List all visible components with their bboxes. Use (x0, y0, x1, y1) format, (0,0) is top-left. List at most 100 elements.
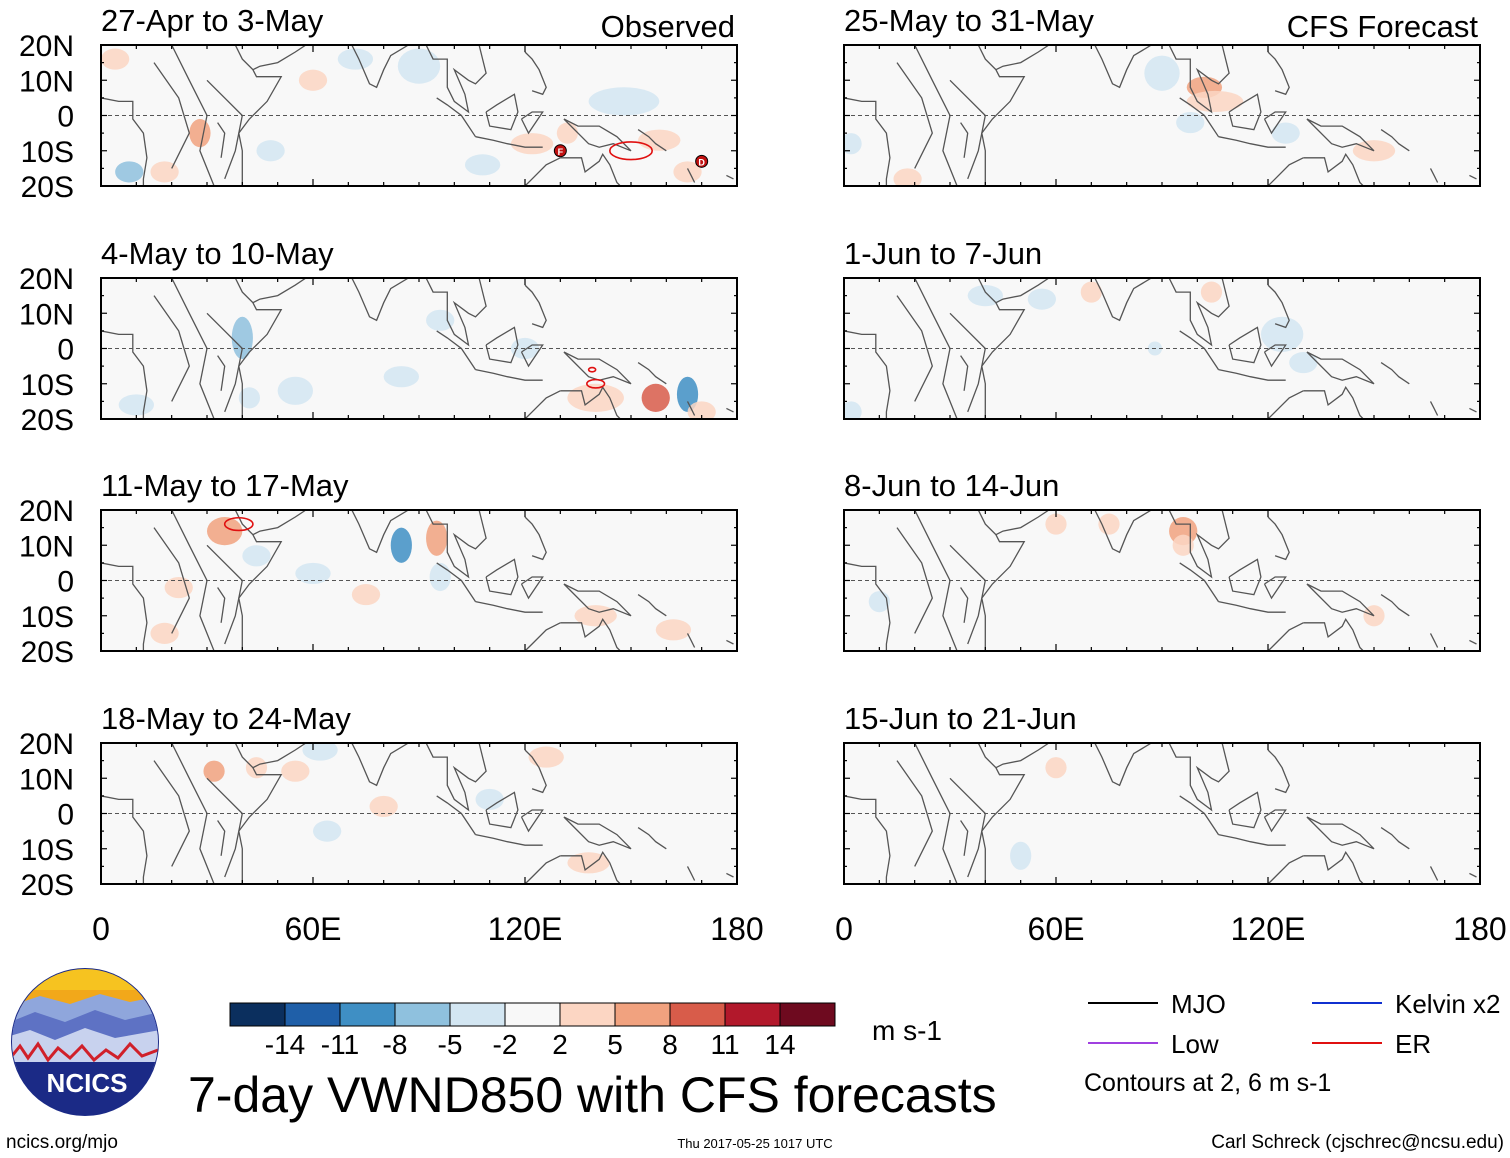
coastline (1306, 816, 1375, 850)
coastline (1162, 510, 1230, 579)
anomaly-shading (510, 133, 554, 155)
coastline (153, 527, 190, 634)
y-tick-label: 10S (21, 834, 74, 867)
coastline (560, 618, 621, 651)
coastline (1429, 401, 1439, 416)
coastline (1179, 97, 1220, 138)
colorbar-swatch (394, 1002, 451, 1027)
coastline (1179, 330, 1220, 370)
coastline (1228, 326, 1262, 364)
colorbar-swatch (449, 1002, 506, 1027)
coastline (686, 401, 696, 416)
figure-title: 7-day VWND850 with CFS forecasts (188, 1067, 997, 1123)
coastline (1267, 516, 1290, 561)
coastline (726, 872, 734, 878)
coastline (217, 820, 226, 856)
coastline (1429, 866, 1439, 881)
anomaly-shading (1186, 90, 1244, 112)
coastline (101, 97, 148, 186)
er-contour (586, 378, 606, 389)
anomaly-shading (313, 820, 342, 842)
coastline (1080, 510, 1152, 554)
coastline (1380, 129, 1410, 152)
coastline (217, 587, 226, 623)
anomaly-shading (351, 584, 381, 606)
colorbar-label: -2 (493, 1029, 518, 1060)
coastline (896, 295, 933, 402)
anomaly-shading (1260, 316, 1304, 353)
coastline (475, 833, 543, 846)
colorbar-label: 8 (662, 1029, 678, 1060)
coastline (337, 743, 409, 787)
anomaly-shading (1271, 122, 1300, 144)
panel-6: 1-Jun to 7-Jun (843, 236, 1481, 420)
anomaly-shading (567, 852, 610, 874)
coastline (475, 368, 543, 381)
y-tick-label: 10N (19, 530, 74, 563)
coastline (1267, 51, 1290, 96)
coastline (524, 622, 561, 651)
coastline (960, 122, 969, 158)
anomaly-shading (337, 48, 374, 70)
anomaly-shading (256, 140, 285, 162)
anomaly-shading (298, 69, 328, 91)
coastline (1179, 795, 1220, 835)
coastline (524, 516, 547, 561)
coastline (960, 820, 969, 856)
panel-period-label: 11-May to 17-May (101, 468, 349, 503)
coastline (896, 760, 933, 867)
anomaly-shading (676, 376, 699, 412)
panel-8: 15-Jun to 21-Jun (843, 701, 1481, 885)
coastline (337, 45, 409, 89)
coastline (896, 527, 933, 634)
anomaly-shading (189, 119, 211, 148)
anomaly-shading (150, 622, 179, 644)
panel-source-label: Observed (601, 9, 735, 44)
coastline (101, 330, 148, 419)
panel-period-label: 25-May to 31-May (844, 3, 1094, 38)
x-tick-label: 180 (710, 911, 763, 947)
coastline (637, 129, 667, 152)
anomaly-shading (844, 133, 862, 155)
y-tick-label: 10S (21, 136, 74, 169)
coastline (995, 510, 1050, 536)
coastline (560, 153, 621, 186)
coastline (252, 510, 307, 536)
coastline (977, 45, 1026, 186)
coastline (1267, 390, 1304, 419)
coastline (337, 278, 409, 322)
coastline (1263, 111, 1287, 135)
anomaly-shading (101, 48, 130, 70)
anomaly-shading (638, 129, 681, 151)
coastline (520, 344, 544, 368)
coastline (1303, 851, 1364, 884)
panel-period-label: 8-Jun to 14-Jun (844, 468, 1059, 503)
coastline (101, 795, 148, 884)
colorbar-swatch (559, 1002, 616, 1027)
x-tick-label: 120E (1231, 911, 1306, 947)
coastline (637, 827, 667, 850)
colorbar-swatch (284, 1002, 341, 1027)
coastline (485, 791, 519, 829)
coastline (686, 633, 696, 648)
coastline (1380, 362, 1410, 385)
colorbar-label: -8 (383, 1029, 408, 1060)
coastline (1303, 153, 1364, 186)
coastline (726, 639, 734, 645)
footer-url[interactable]: ncics.org/mjo (6, 1132, 118, 1153)
panel-source-label: CFS Forecast (1287, 9, 1479, 44)
coastline (960, 355, 969, 391)
legend-label: ER (1395, 1029, 1431, 1059)
coastline (436, 330, 477, 370)
anomaly-shading (426, 309, 455, 331)
coastline (1228, 558, 1262, 596)
coastline (563, 351, 632, 385)
y-tick-label: 10N (19, 65, 74, 98)
y-tick-label: 0 (57, 101, 74, 134)
coastline (686, 168, 696, 183)
anomaly-shading (118, 394, 154, 416)
y-tick-label: 10N (19, 298, 74, 331)
er-contour (223, 516, 254, 532)
